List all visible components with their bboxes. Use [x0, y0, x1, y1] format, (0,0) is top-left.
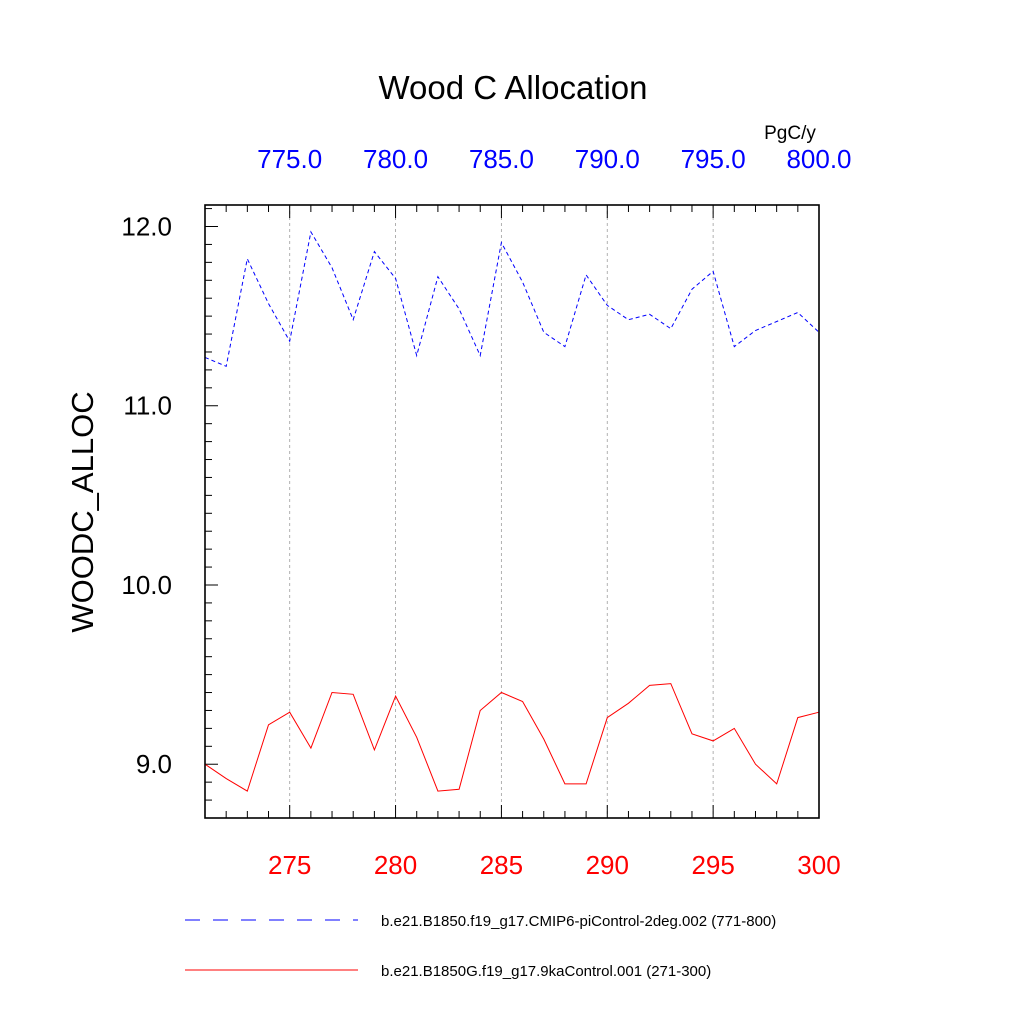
chart-title: Wood C Allocation [378, 69, 647, 106]
x-tick-label-bottom: 275 [268, 850, 311, 880]
legend: b.e21.B1850.f19_g17.CMIP6-piControl-2deg… [185, 913, 776, 980]
x-tick-label-top: 800.0 [786, 144, 851, 174]
y-axis-label: WOODC_ALLOC [65, 391, 100, 632]
x-tick-label-top: 795.0 [681, 144, 746, 174]
legend-label: b.e21.B1850G.f19_g17.9kaControl.001 (271… [381, 963, 711, 980]
tick-labels: 275 280 285 290 295 300 775.0 780.0 785.0 790.0 79… [121, 144, 851, 880]
y-tick-label: 12.0 [121, 212, 172, 242]
x-tick-label-bottom: 295 [691, 850, 734, 880]
legend-label: b.e21.B1850.f19_g17.CMIP6-piControl-2deg… [381, 913, 776, 930]
y-tick-label: 9.0 [136, 749, 172, 779]
series-lines [204, 230, 820, 792]
units-label: PgC/y [764, 123, 816, 144]
x-tick-label-top: 790.0 [575, 144, 640, 174]
x-tick-label-top: 780.0 [363, 144, 428, 174]
x-tick-label-bottom: 285 [480, 850, 523, 880]
series-line [204, 230, 820, 367]
x-tick-label-bottom: 290 [586, 850, 629, 880]
plot-frame [204, 204, 820, 819]
y-tick-label: 10.0 [121, 570, 172, 600]
y-tick-label: 11.0 [123, 391, 172, 421]
x-tick-label-top: 785.0 [469, 144, 534, 174]
axis-ticks [204, 205, 820, 819]
series-line [204, 683, 820, 792]
x-tick-label-top: 775.0 [257, 144, 322, 174]
x-tick-label-bottom: 280 [374, 850, 417, 880]
x-tick-label-bottom: 300 [797, 850, 840, 880]
grid-lines [289, 205, 714, 818]
